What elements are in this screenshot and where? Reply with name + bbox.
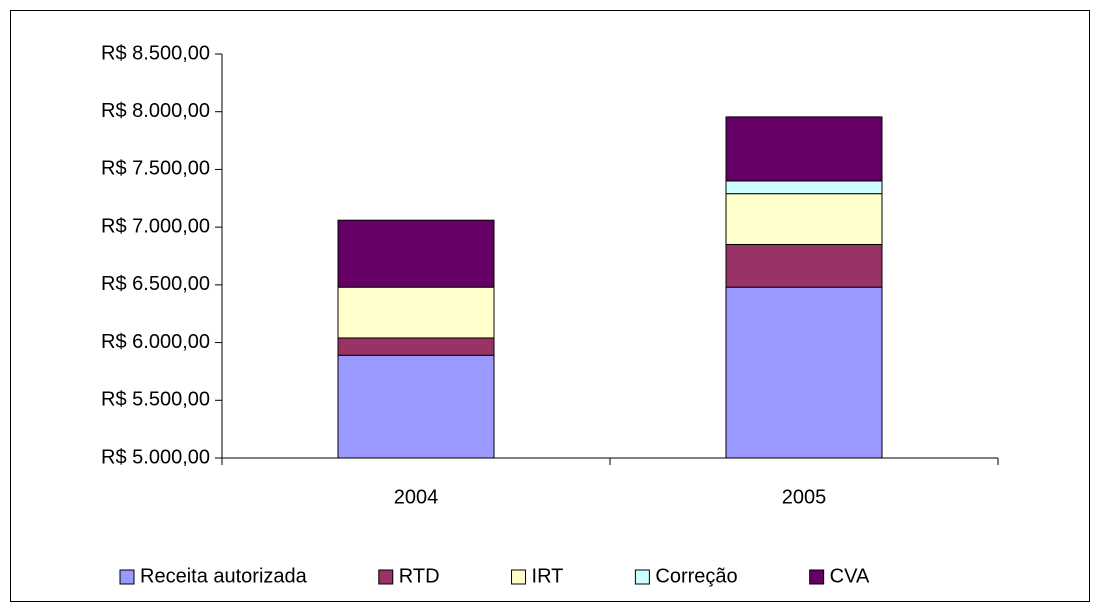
x-tick-label: 2005	[782, 486, 827, 508]
y-tick-label: R$ 6.500,00	[101, 273, 210, 295]
bar-segment	[725, 193, 883, 245]
legend-label: Receita autorizada	[140, 565, 308, 587]
y-tick-label: R$ 7.500,00	[101, 158, 210, 180]
legend-label: IRT	[532, 565, 564, 587]
bar-segment	[725, 286, 883, 459]
bar-segment	[337, 219, 495, 288]
bar-segment	[337, 354, 495, 459]
bar-segment	[337, 337, 495, 356]
y-tick-label: R$ 6.000,00	[101, 331, 210, 353]
bar-segment	[725, 180, 883, 195]
x-tick-label: 2004	[394, 486, 439, 508]
legend-label: RTD	[399, 565, 440, 587]
bar-segment	[337, 286, 495, 339]
y-tick-label: R$ 7.000,00	[101, 215, 210, 237]
legend-label: Correção	[655, 565, 737, 587]
bar-segment	[725, 116, 883, 182]
legend-swatch	[119, 569, 135, 585]
legend-label: CVA	[830, 565, 870, 587]
legend-swatch	[511, 569, 527, 585]
legend-swatch	[809, 569, 825, 585]
bar-segment	[725, 243, 883, 288]
chart-border	[10, 10, 1090, 602]
legend-swatch	[378, 569, 394, 585]
y-tick-label: R$ 5.500,00	[101, 389, 210, 411]
y-tick-label: R$ 5.000,00	[101, 446, 210, 468]
legend-swatch	[634, 569, 650, 585]
y-tick-label: R$ 8.000,00	[101, 100, 210, 122]
y-tick-label: R$ 8.500,00	[101, 42, 210, 64]
